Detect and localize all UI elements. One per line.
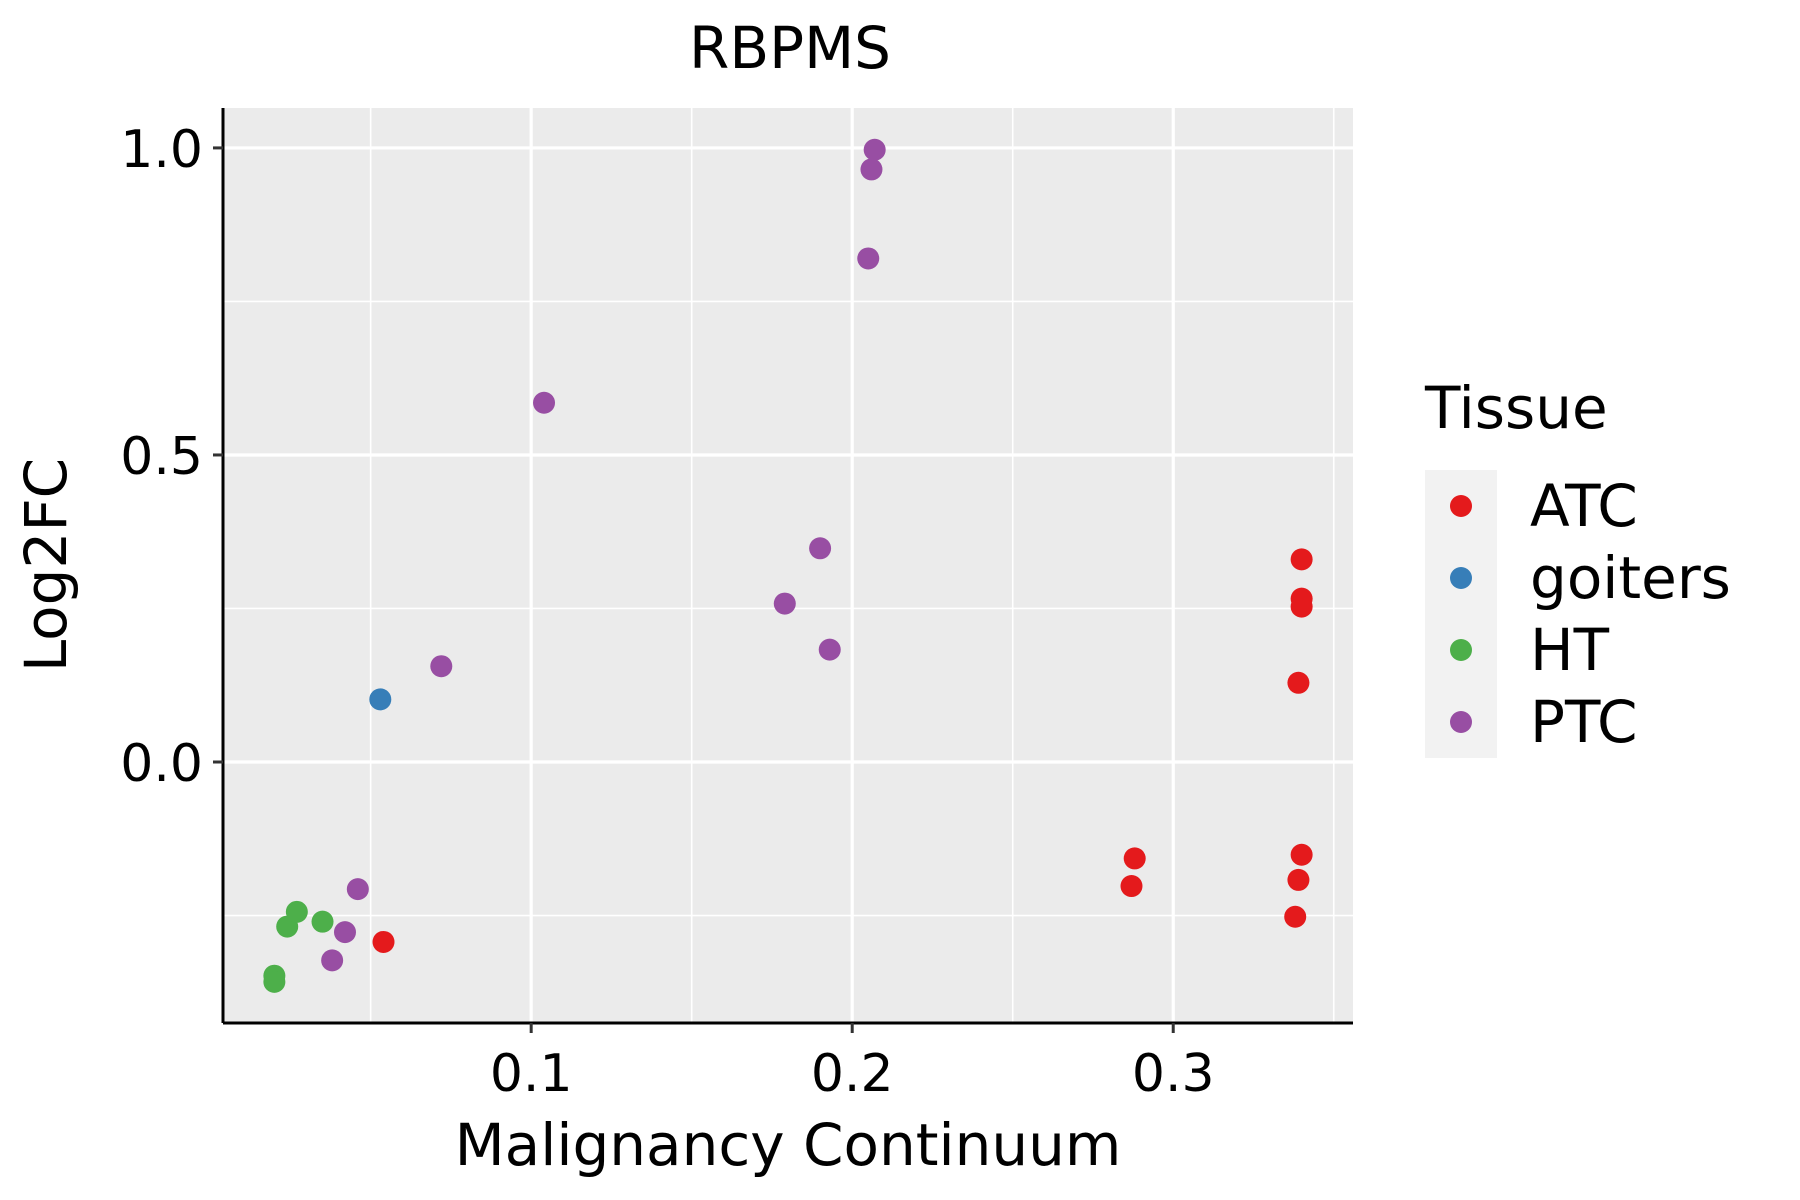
data-point-ptc [346,878,369,901]
y-tick-label: 1.0 [120,120,203,180]
major-gridlines [223,108,1353,1023]
plot-panel [223,108,1353,1023]
legend-key-ptc [1450,711,1472,733]
data-point-ptc [857,247,880,270]
x-tick-label: 0.1 [490,1044,573,1104]
legend-label-atc: ATC [1530,472,1638,540]
data-point-atc [1290,587,1313,610]
x-tick-label: 0.3 [1132,1044,1215,1104]
y-axis-ticks: 0.0 0.5 1.0 [120,120,223,794]
data-point-ht [285,900,308,923]
data-points [263,138,1313,993]
data-point-ptc [773,592,796,615]
y-tick-label: 0.0 [120,734,203,794]
data-point-ht [311,910,334,933]
data-point-ptc [818,638,841,661]
legend-key-goiters [1450,567,1472,589]
legend-key-background [1425,470,1497,758]
data-point-atc [1120,875,1143,898]
data-point-ptc [863,138,886,161]
x-axis-title: Malignancy Continuum [455,1111,1122,1179]
data-point-atc [1287,671,1310,694]
data-point-atc [1284,905,1307,928]
data-point-atc [1287,868,1310,891]
data-point-atc [372,930,395,953]
legend-label-goiters: goiters [1530,544,1731,612]
data-point-ptc [533,391,556,414]
y-tick-label: 0.5 [120,427,203,487]
data-point-ht [263,970,286,993]
chart-title: RBPMS [689,14,891,82]
data-point-atc [1290,843,1313,866]
legend-label-ptc: PTC [1530,688,1638,756]
x-axis-ticks: 0.1 0.2 0.3 [490,1023,1215,1104]
data-point-ptc [333,921,356,944]
y-axis-title: Log2FC [12,458,80,672]
data-point-ptc [860,158,883,181]
x-tick-label: 0.2 [811,1044,894,1104]
data-point-ptc [321,949,344,972]
legend-title: Tissue [1424,374,1608,442]
data-point-atc [1290,548,1313,571]
data-point-goiters [369,688,392,711]
data-point-atc [1123,847,1146,870]
data-point-ptc [430,655,453,678]
legend-key-ht [1450,639,1472,661]
legend-label-ht: HT [1530,616,1610,684]
legend-key-atc [1450,495,1472,517]
data-point-ptc [809,537,832,560]
